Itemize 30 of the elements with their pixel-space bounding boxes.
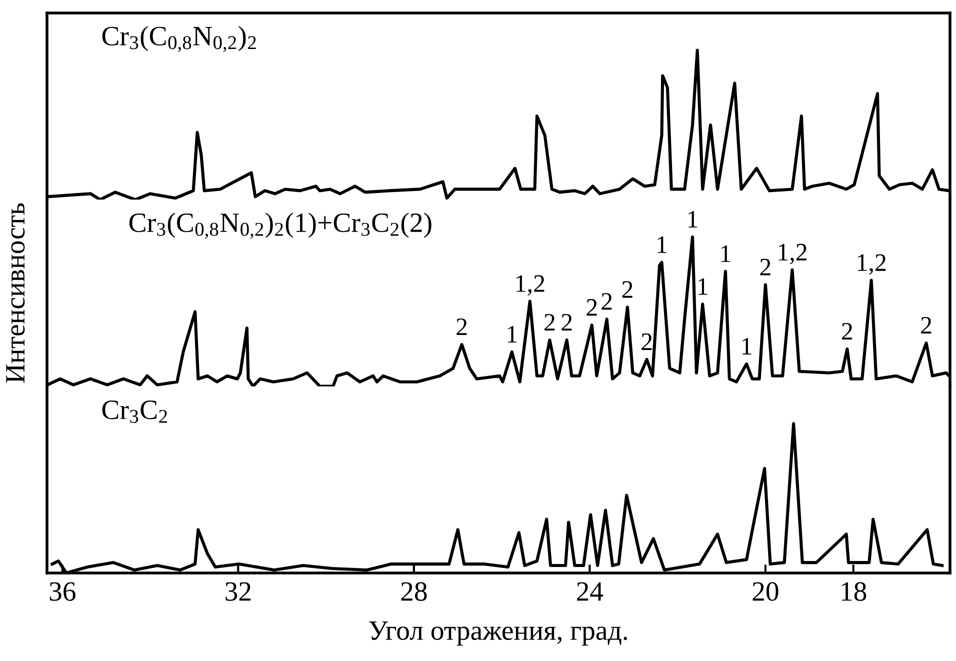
annotation: 2 bbox=[456, 318, 467, 336]
annotation: 2 bbox=[921, 316, 932, 334]
annotation: 1 bbox=[721, 245, 730, 262]
annotation: 2 bbox=[586, 299, 597, 316]
annotation: 1 bbox=[658, 236, 666, 253]
x-tick-label: 28 bbox=[401, 582, 427, 601]
x-tick-label: 20 bbox=[752, 582, 778, 601]
x-tick-label: 18 bbox=[842, 582, 866, 601]
annotation: 2 bbox=[622, 281, 632, 298]
x-tick-label: 24 bbox=[577, 582, 604, 601]
annotation: 2 bbox=[602, 293, 612, 310]
text: Cr$_{3}$(C$_{0,8}$N$_{0,2}$)$_{2}$ bbox=[102, 26, 256, 52]
annotation: 1,2 bbox=[516, 275, 544, 296]
annotation: 1 bbox=[742, 338, 752, 354]
annotation: 1 bbox=[698, 278, 708, 295]
annotation: 2 bbox=[642, 333, 652, 350]
annotation: 2 bbox=[544, 314, 555, 331]
annotation: 1 bbox=[688, 211, 698, 228]
text: Cr$_{3}$(C$_{0,8}$N$_{0,2}$)$_{2}$(1)+Cr$_{3}$C$_{2}$(2) bbox=[129, 212, 432, 239]
annotation: 2 bbox=[760, 258, 770, 276]
x-tick-label: 36 bbox=[50, 582, 76, 601]
text: Cr$_{3}$C$_{2}$ bbox=[102, 400, 167, 423]
annotation: 1 bbox=[508, 326, 517, 342]
x-tick-label: 32 bbox=[226, 582, 251, 601]
annotation: 1,2 bbox=[778, 244, 806, 264]
annotation: 2 bbox=[562, 314, 572, 331]
x-axis-title: Угол отражения, град. bbox=[369, 622, 628, 646]
annotation: 2 bbox=[842, 322, 852, 340]
y-axis-title: Интенсивность bbox=[6, 203, 25, 383]
annotation: 1,2 bbox=[858, 254, 886, 275]
